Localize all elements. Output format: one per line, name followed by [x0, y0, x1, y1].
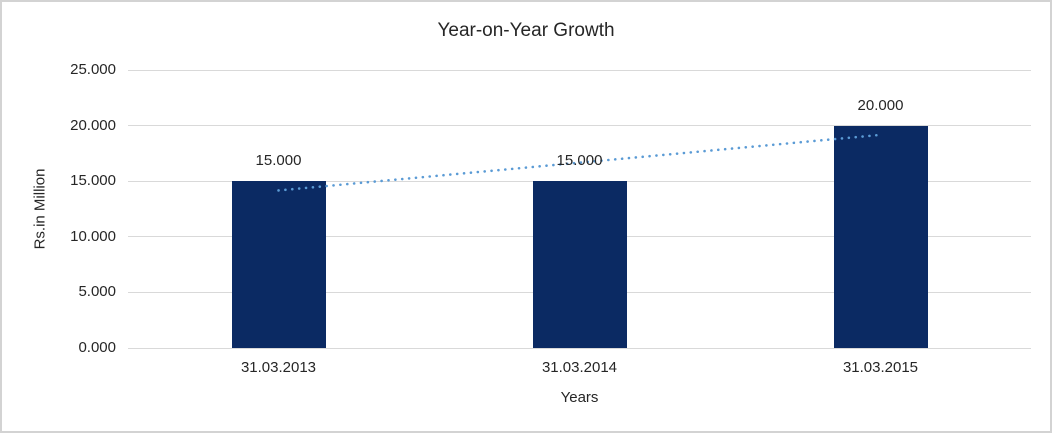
bar-31.03.2015 — [833, 125, 928, 348]
y-tick-label: 25.000 — [70, 61, 116, 78]
gridline — [128, 125, 1031, 127]
trendline — [277, 133, 882, 192]
bar-value-label: 15.000 — [255, 152, 302, 170]
bar-value-label: 15.000 — [556, 152, 603, 170]
x-tick-label: 31.03.2015 — [842, 359, 919, 376]
bar-31.03.2014 — [532, 181, 627, 348]
x-axis-title: Years — [560, 389, 599, 406]
chart-title: Year-on-Year Growth — [437, 20, 615, 41]
gridline — [128, 69, 1031, 71]
y-tick-label: 20.000 — [70, 116, 116, 134]
y-tick-label: 5.000 — [78, 283, 116, 301]
bar-31.03.2013 — [231, 181, 326, 348]
x-tick-label: 31.03.2013 — [240, 359, 317, 376]
gridline — [128, 347, 1031, 349]
y-tick-label: 15.000 — [70, 172, 116, 190]
y-tick-label: 0.000 — [78, 339, 116, 356]
plot-area — [128, 69, 1031, 349]
x-tick-label: 31.03.2014 — [541, 359, 618, 376]
y-tick-label: 10.000 — [70, 227, 116, 245]
bar-value-label: 20.000 — [857, 96, 904, 114]
